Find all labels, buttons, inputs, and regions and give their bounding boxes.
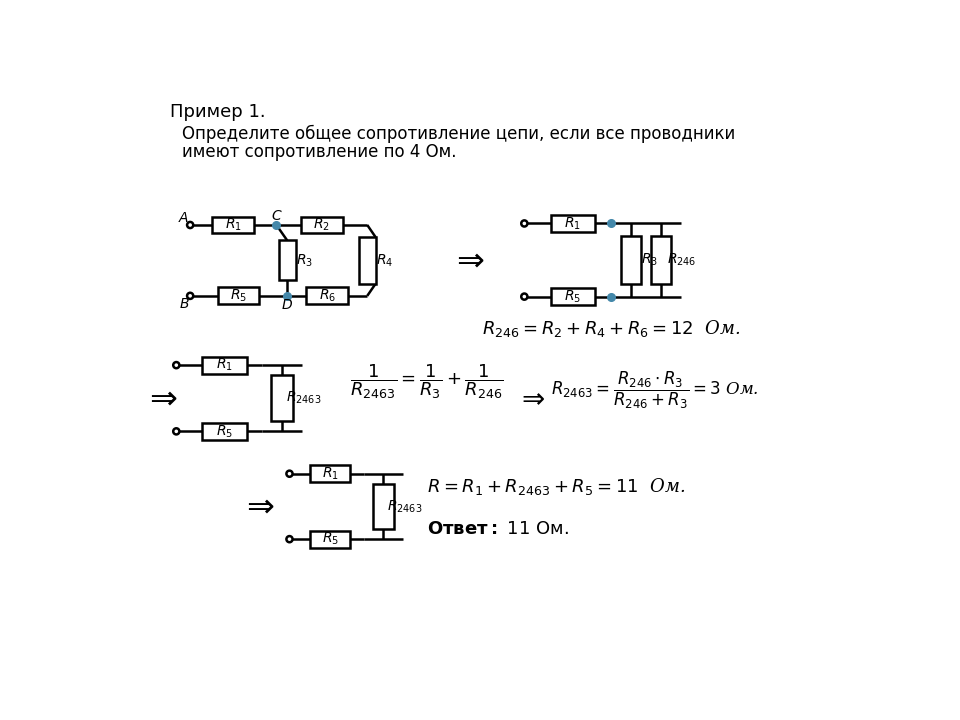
Text: $\Rightarrow$: $\Rightarrow$ bbox=[450, 244, 485, 277]
Text: $R_1$: $R_1$ bbox=[322, 466, 339, 482]
Text: $\mathbf{Ответ:}$ 11 Ом.: $\mathbf{Ответ:}$ 11 Ом. bbox=[426, 520, 568, 538]
Text: $A$: $A$ bbox=[179, 211, 190, 225]
Text: Пример 1.: Пример 1. bbox=[170, 104, 266, 122]
Text: $R_5$: $R_5$ bbox=[216, 423, 233, 439]
Text: $R_2$: $R_2$ bbox=[313, 217, 330, 233]
Text: $\Rightarrow$: $\Rightarrow$ bbox=[516, 384, 545, 413]
Text: $R_{2463}$: $R_{2463}$ bbox=[387, 498, 422, 515]
Text: $\dfrac{1}{R_{2463}} = \dfrac{1}{R_3} + \dfrac{1}{R_{246}}$: $\dfrac{1}{R_{2463}} = \dfrac{1}{R_3} + … bbox=[349, 362, 503, 400]
Bar bbox=[218, 287, 259, 305]
Text: Определите общее сопротивление цепи, если все проводники: Определите общее сопротивление цепи, есл… bbox=[182, 125, 735, 143]
Circle shape bbox=[521, 294, 527, 300]
Text: $R_{246} = R_2 + R_4 + R_6 = 12$  Ом.: $R_{246} = R_2 + R_4 + R_6 = 12$ Ом. bbox=[482, 318, 741, 339]
Text: $R_{2463} = \dfrac{R_{246} \cdot R_3}{R_{246} + R_3} = 3$ Ом.: $R_{2463} = \dfrac{R_{246} \cdot R_3}{R_… bbox=[550, 370, 758, 411]
Text: $R_3$: $R_3$ bbox=[297, 252, 313, 269]
Text: $C$: $C$ bbox=[271, 209, 282, 222]
Circle shape bbox=[187, 293, 193, 299]
Circle shape bbox=[521, 220, 527, 227]
Circle shape bbox=[286, 471, 293, 477]
Text: $R_5$: $R_5$ bbox=[230, 287, 248, 304]
Text: $R_{246}$: $R_{246}$ bbox=[667, 252, 697, 269]
Text: $D$: $D$ bbox=[281, 298, 293, 312]
Bar bbox=[278, 240, 296, 280]
Circle shape bbox=[187, 222, 193, 228]
Text: $B$: $B$ bbox=[179, 297, 189, 311]
Text: $R_5$: $R_5$ bbox=[322, 531, 339, 547]
Text: $\Rightarrow$: $\Rightarrow$ bbox=[240, 490, 275, 523]
Bar bbox=[271, 375, 293, 421]
Text: $\Rightarrow$: $\Rightarrow$ bbox=[143, 382, 179, 415]
Text: $R_1$: $R_1$ bbox=[564, 215, 582, 232]
Circle shape bbox=[173, 362, 180, 368]
Text: имеют сопротивление по 4 Ом.: имеют сопротивление по 4 Ом. bbox=[182, 143, 457, 161]
Bar bbox=[652, 236, 671, 284]
Text: $R_5$: $R_5$ bbox=[564, 289, 582, 305]
Text: $R_6$: $R_6$ bbox=[319, 287, 336, 304]
Bar bbox=[372, 484, 395, 528]
Text: $R_1$: $R_1$ bbox=[225, 217, 242, 233]
Bar bbox=[212, 217, 254, 233]
Bar bbox=[203, 356, 247, 374]
Text: $R_1$: $R_1$ bbox=[216, 357, 233, 374]
Bar bbox=[301, 217, 343, 233]
Bar bbox=[550, 288, 595, 305]
Text: $R = R_1 + R_{2463} + R_5 = 11$  Ом.: $R = R_1 + R_{2463} + R_5 = 11$ Ом. bbox=[426, 477, 684, 498]
Circle shape bbox=[286, 536, 293, 542]
Bar bbox=[550, 215, 595, 232]
Bar bbox=[310, 531, 350, 548]
Bar bbox=[306, 287, 348, 305]
Text: $R_4$: $R_4$ bbox=[376, 252, 394, 269]
Circle shape bbox=[173, 428, 180, 434]
Bar bbox=[310, 465, 350, 482]
Bar bbox=[203, 423, 247, 440]
Text: $R_3$: $R_3$ bbox=[641, 252, 659, 269]
Bar bbox=[359, 238, 375, 284]
Bar bbox=[620, 236, 640, 284]
Text: $R_{2463}$: $R_{2463}$ bbox=[285, 390, 322, 407]
